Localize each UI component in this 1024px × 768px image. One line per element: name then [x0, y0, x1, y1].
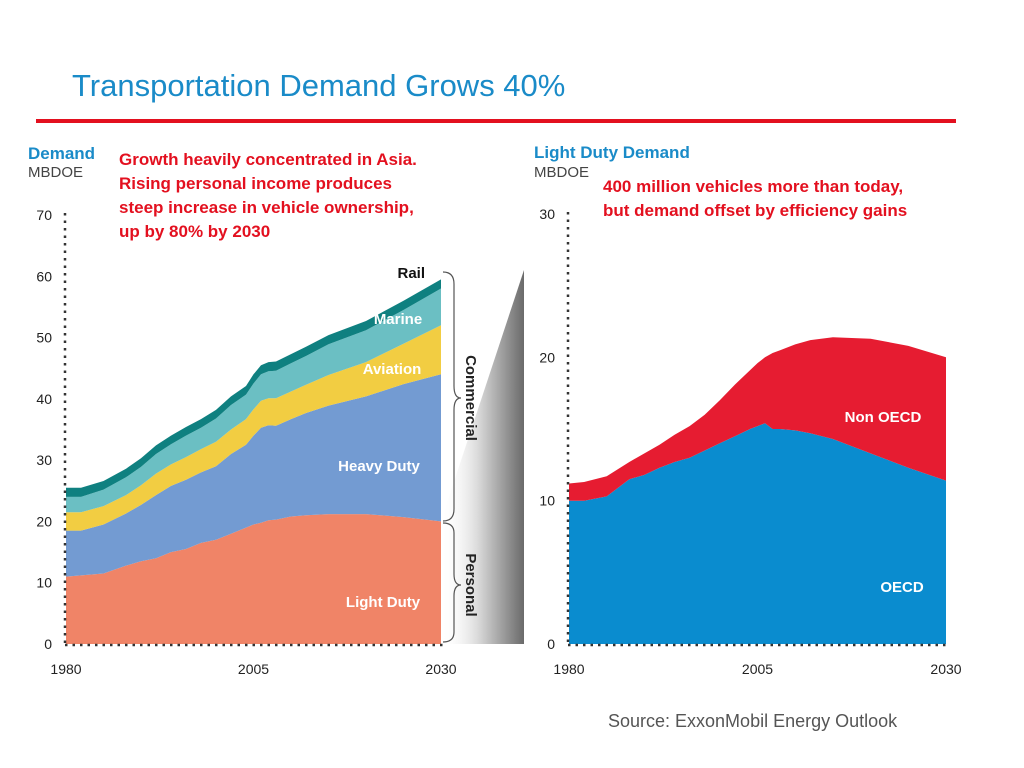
left-chart-y-tick-label: 10 [36, 575, 52, 591]
right-chart-x-tick-label: 2005 [742, 661, 773, 677]
left-chart-area-marine [66, 288, 441, 513]
left-chart-series-label-heavy-duty: Heavy Duty [338, 458, 420, 475]
right-chart-x-tick-label: 1980 [553, 661, 584, 677]
left-chart-annotation: Growth heavily concentrated in Asia. Ris… [119, 148, 499, 244]
left-chart-y-tick-label: 30 [36, 452, 52, 468]
zoom-connector [441, 270, 524, 644]
left-chart-area-rail [66, 279, 441, 497]
right-chart-annotation: 400 million vehicles more than today, bu… [603, 175, 983, 223]
right-chart-annotation-text: 400 million vehicles more than today, bu… [603, 177, 908, 220]
left-chart-series-label-aviation: Aviation [363, 361, 422, 378]
right-chart-y-unit: MBDOE [534, 164, 590, 181]
right-chart-series-label-non-oecd: Non OECD [845, 409, 922, 426]
left-chart-area-aviation [66, 325, 441, 531]
source-note: Source: ExxonMobil Energy Outlook [608, 711, 898, 731]
left-chart-x-tick-label: 1980 [50, 661, 81, 677]
left-chart-series-label-marine: Marine [374, 311, 422, 328]
right-chart-title: Light Duty Demand [534, 143, 690, 162]
right-chart-area-non-oecd [569, 337, 946, 501]
left-chart-y-tick-label: 60 [36, 268, 52, 284]
left-chart-y-unit: MBDOE [28, 164, 84, 181]
left-chart-area-light-duty [66, 514, 441, 644]
left-chart-y-tick-label: 50 [36, 330, 52, 346]
left-chart-annotation-text: Growth heavily concentrated in Asia. Ris… [119, 150, 417, 241]
commercial-brace [442, 271, 462, 522]
left-chart-y-label: Demand [28, 144, 96, 163]
commercial-bracket: Commercial [442, 271, 479, 522]
left-chart-y-tick-label: 20 [36, 513, 52, 529]
left-chart-series-label-light-duty: Light Duty [346, 594, 421, 611]
commercial-label: Commercial [462, 355, 479, 441]
right-chart-y-tick-label: 0 [547, 636, 555, 652]
left-chart-area-heavy-duty [66, 374, 441, 577]
left-chart-y-tick-label: 40 [36, 391, 52, 407]
title-underline [36, 119, 956, 123]
left-chart-x-tick-label: 2030 [425, 661, 456, 677]
right-chart-y-tick-label: 20 [539, 349, 555, 365]
page-title: Transportation Demand Grows 40% [72, 68, 566, 103]
right-chart-series-label-oecd: OECD [880, 579, 924, 596]
left-chart-y-tick-label: 0 [44, 636, 52, 652]
right-chart-y-tick-label: 10 [539, 493, 555, 509]
left-chart-x-tick-label: 2005 [238, 661, 269, 677]
personal-label: Personal [462, 553, 479, 616]
left-chart-series-label-rail: Rail [397, 265, 425, 282]
right-chart-y-tick-label: 30 [539, 206, 555, 222]
right-chart-x-tick-label: 2030 [930, 661, 961, 677]
right-chart-area-oecd [569, 423, 946, 644]
personal-bracket: Personal [442, 522, 479, 643]
left-chart-y-tick-label: 70 [36, 207, 52, 223]
personal-brace [442, 522, 462, 643]
